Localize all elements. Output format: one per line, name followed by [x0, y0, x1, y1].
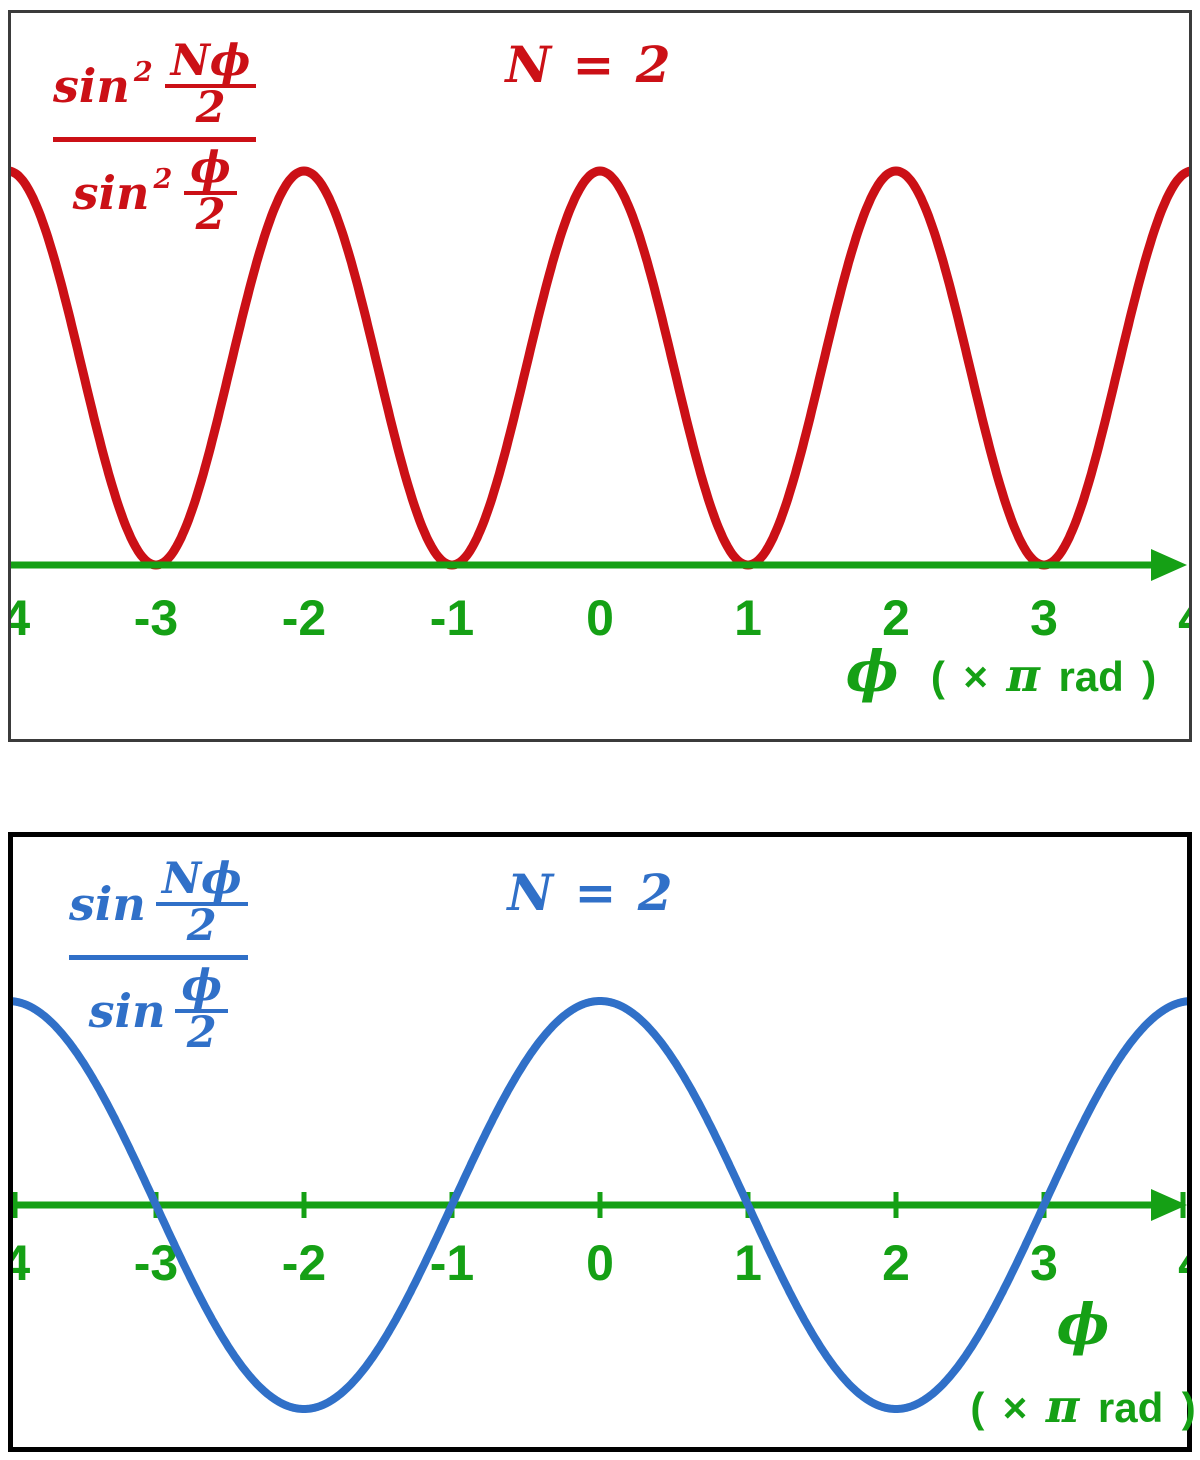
times-symbol: × — [963, 653, 988, 700]
main-fraction-bar — [53, 136, 257, 142]
main-fraction-bar — [69, 954, 248, 960]
top-chart-canvas: -4 -3 -2 -1 0 1 2 3 4 — [11, 166, 1189, 646]
fraction-bottom: 2 — [195, 82, 226, 133]
paren-open: ( — [970, 1384, 985, 1431]
tick-label: 2 — [882, 590, 910, 646]
fraction-top: Nϕ — [161, 854, 242, 904]
fraction-top: Nϕ — [170, 36, 251, 86]
formula-denominator: sin ϕ 2 — [88, 960, 228, 1058]
top-axis-arrowhead-icon — [1151, 549, 1187, 581]
sin-text: sin — [88, 983, 166, 1038]
bottom-x-axis: -4-3-2-101234 — [13, 1189, 1187, 1291]
axis-label-units-line: ( × π rad ) — [943, 1377, 1200, 1447]
rad-text: rad — [1058, 653, 1124, 700]
exponent-text: 2 — [153, 164, 173, 196]
tick-label: -4 — [13, 1235, 30, 1291]
paren-close: ) — [1181, 1384, 1196, 1431]
fraction-bottom: 2 — [195, 189, 226, 240]
top-x-axis: -4 -3 -2 -1 0 1 2 3 4 — [11, 549, 1189, 646]
tick-label: -2 — [282, 590, 326, 646]
tick-label: 3 — [1030, 590, 1058, 646]
paren-open: ( — [930, 653, 945, 700]
bottom-chart-title: N = 2 — [507, 863, 675, 922]
inner-fraction: Nϕ 2 — [155, 854, 248, 951]
top-chart-panel: -4 -3 -2 -1 0 1 2 3 4 sin 2 Nϕ 2 sin 2 ϕ 2 — [8, 10, 1192, 742]
top-chart-title: N = 2 — [505, 35, 673, 94]
tick-label: 3 — [1030, 1235, 1058, 1291]
tick-label: -3 — [134, 590, 178, 646]
fraction-bar — [175, 1008, 228, 1013]
tick-label: 1 — [734, 590, 762, 646]
fraction-bar — [184, 190, 237, 195]
tick-label: 1 — [734, 1235, 762, 1291]
top-curve — [11, 166, 1189, 570]
tick-label: -1 — [430, 590, 474, 646]
pi-symbol: π — [1045, 1379, 1080, 1433]
bottom-chart-panel: -4-3-2-101234 sin Nϕ 2 sin ϕ 2 — [8, 832, 1196, 1452]
top-formula-label: sin 2 Nϕ 2 sin 2 ϕ 2 — [53, 36, 257, 240]
tick-label: 0 — [586, 590, 614, 646]
top-x-axis-label: ϕ ( × π rad ) — [801, 641, 1200, 718]
sin-text: sin — [53, 58, 130, 113]
tick-label: 2 — [882, 1235, 910, 1291]
formula-denominator: sin 2 ϕ 2 — [72, 142, 237, 240]
fraction-bar — [164, 83, 257, 88]
fraction-top: ϕ — [190, 142, 231, 193]
fraction-bottom: 2 — [186, 1007, 217, 1058]
tick-label: -2 — [282, 1235, 326, 1291]
tick-label: 4 — [1178, 590, 1189, 646]
tick-label: -4 — [11, 590, 30, 646]
fraction-bottom: 2 — [186, 900, 217, 951]
inner-fraction: ϕ 2 — [175, 960, 228, 1058]
sin-text: sin — [69, 876, 146, 931]
sin-text: sin — [72, 165, 150, 220]
fraction-bar — [155, 901, 248, 906]
phi-symbol: ϕ — [845, 639, 899, 705]
times-symbol: × — [1002, 1384, 1028, 1431]
bottom-axis-arrowhead-icon — [1151, 1189, 1187, 1221]
pi-symbol: π — [1006, 648, 1040, 702]
phi-symbol: ϕ — [1056, 1292, 1110, 1358]
bottom-curve — [13, 997, 1187, 1413]
paren-close: ) — [1142, 653, 1157, 700]
tick-label: 0 — [586, 1235, 614, 1291]
fraction-top: ϕ — [181, 960, 222, 1011]
bottom-chart-canvas: -4-3-2-101234 — [13, 997, 1187, 1413]
axis-label-phi-line: ϕ — [943, 1292, 1200, 1373]
tick-label: 4 — [1178, 1235, 1187, 1291]
exponent-text: 2 — [133, 57, 153, 89]
bottom-formula-label: sin Nϕ 2 sin ϕ 2 — [69, 854, 248, 1058]
formula-numerator: sin Nϕ 2 — [69, 854, 248, 951]
inner-fraction: Nϕ 2 — [164, 36, 257, 133]
inner-fraction: ϕ 2 — [184, 142, 237, 240]
formula-numerator: sin 2 Nϕ 2 — [53, 36, 257, 133]
bottom-x-axis-label: ϕ ( × π rad ) — [943, 1292, 1200, 1447]
rad-text: rad — [1097, 1384, 1164, 1431]
